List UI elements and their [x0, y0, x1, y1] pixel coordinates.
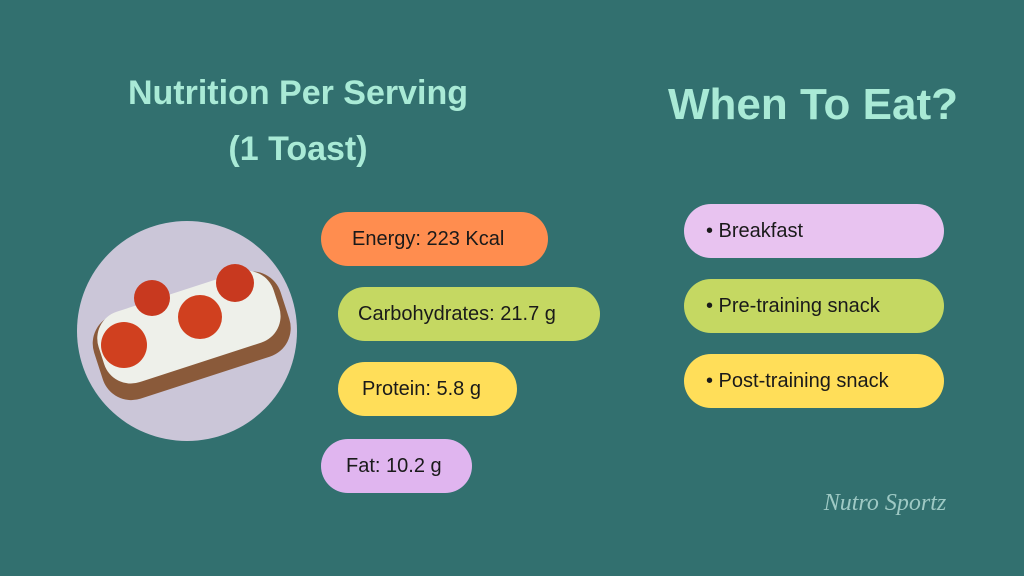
- nutrition-pill: Energy: 223 Kcal: [321, 212, 548, 266]
- when-pill: • Post-training snack: [684, 354, 944, 408]
- nutrition-title: Nutrition Per Serving: [127, 74, 469, 112]
- tomato: [134, 280, 170, 316]
- nutrition-pill: Carbohydrates: 21.7 g: [338, 287, 600, 341]
- when-title: When To Eat?: [667, 80, 959, 129]
- tomato: [101, 322, 147, 368]
- when-pill: • Breakfast: [684, 204, 944, 258]
- when-pill: • Pre-training snack: [684, 279, 944, 333]
- nutrition-pill: Protein: 5.8 g: [338, 362, 517, 416]
- food-photo: [77, 221, 297, 441]
- tomato: [178, 295, 222, 339]
- tomato: [216, 264, 254, 302]
- nutrition-subtitle: (1 Toast): [228, 130, 368, 168]
- brand: Nutro Sportz: [823, 490, 947, 516]
- nutrition-pill: Fat: 10.2 g: [321, 439, 472, 493]
